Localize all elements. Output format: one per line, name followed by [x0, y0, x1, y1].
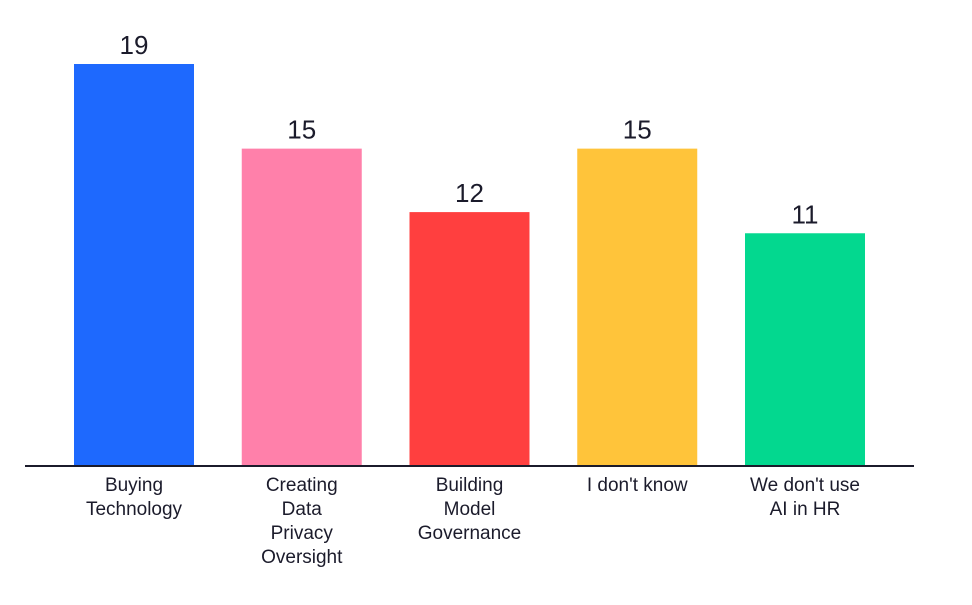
- category-label-0-line-1: Technology: [86, 499, 183, 520]
- category-label-2-line-2: Governance: [418, 523, 522, 544]
- bar-3: [577, 148, 698, 466]
- category-label-0-line-0: Buying: [105, 475, 163, 496]
- value-label-2: 12: [455, 178, 484, 208]
- category-label-1-line-2: Privacy: [271, 523, 334, 544]
- category-label-4-line-1: AI in HR: [770, 499, 841, 520]
- category-label-0: Buying Technology: [86, 475, 183, 520]
- category-label-3: I don't know: [587, 475, 688, 496]
- bar-4: [745, 233, 865, 466]
- category-label-4-line-0: We don't use: [750, 475, 860, 496]
- category-label-2: Building Model Governance: [418, 475, 522, 544]
- category-label-3-line-0: I don't know: [587, 475, 688, 496]
- value-labels-layer: 19 15 12 15 11: [120, 30, 819, 229]
- bars-layer: [74, 64, 865, 466]
- value-label-1: 15: [287, 115, 316, 145]
- category-label-2-line-1: Model: [444, 499, 496, 520]
- category-label-4: We don't use AI in HR: [750, 475, 860, 520]
- value-label-4: 11: [792, 199, 819, 229]
- category-label-1-line-0: Creating: [266, 475, 338, 496]
- bar-2: [409, 212, 530, 466]
- bar-0: [74, 64, 194, 466]
- category-label-2-line-0: Building: [436, 475, 504, 496]
- value-label-3: 15: [623, 115, 652, 145]
- category-label-1-line-3: Oversight: [261, 547, 343, 568]
- bar-1: [241, 148, 362, 466]
- value-label-0: 19: [120, 30, 149, 60]
- category-labels-layer: Buying Technology Creating Data Privacy Overs…: [86, 475, 860, 568]
- category-label-1-line-1: Data: [282, 499, 323, 520]
- category-label-1: Creating Data Privacy Oversight: [261, 475, 343, 568]
